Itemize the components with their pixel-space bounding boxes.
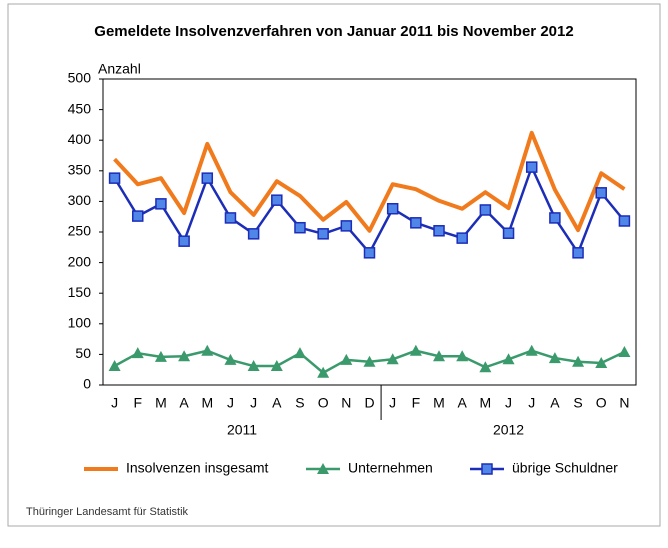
point bbox=[224, 212, 237, 224]
series-line bbox=[113, 130, 626, 233]
point bbox=[131, 347, 144, 359]
x-tick-label: A bbox=[179, 395, 189, 411]
point bbox=[271, 194, 283, 206]
x-tick-label: M bbox=[433, 395, 445, 411]
point bbox=[154, 350, 167, 362]
point bbox=[479, 361, 492, 373]
y-tick-label: 450 bbox=[68, 100, 92, 116]
point bbox=[433, 225, 445, 237]
x-tick-label: O bbox=[596, 395, 607, 411]
x-tick-label: S bbox=[295, 395, 304, 411]
x-tick-label: S bbox=[573, 395, 582, 411]
x-tick-label: J bbox=[111, 395, 118, 411]
point bbox=[525, 344, 538, 356]
point bbox=[247, 228, 260, 240]
x-tick-label: M bbox=[480, 395, 492, 411]
point bbox=[595, 356, 608, 368]
y-tick-label: 350 bbox=[68, 162, 92, 178]
x-tick-label: D bbox=[364, 395, 374, 411]
x-tick-label: M bbox=[155, 395, 167, 411]
x-tick-label: N bbox=[341, 395, 351, 411]
x-tick-label: A bbox=[458, 395, 468, 411]
legend-label: Insolvenzen insgesamt bbox=[126, 460, 269, 476]
y-tick-label: 100 bbox=[68, 315, 92, 331]
legend-marker bbox=[317, 463, 329, 474]
point bbox=[317, 366, 330, 378]
group-label: 2012 bbox=[493, 422, 524, 438]
legend-marker bbox=[481, 463, 493, 475]
point bbox=[363, 355, 376, 367]
point bbox=[386, 353, 399, 365]
point bbox=[386, 202, 399, 215]
point bbox=[618, 215, 631, 227]
point bbox=[247, 360, 260, 372]
point bbox=[456, 350, 469, 362]
x-tick-label: N bbox=[619, 395, 629, 411]
group-label: 2011 bbox=[227, 422, 257, 438]
x-tick-label: O bbox=[318, 395, 329, 411]
point bbox=[572, 247, 584, 259]
point bbox=[270, 360, 283, 372]
point bbox=[293, 347, 306, 359]
point bbox=[479, 204, 492, 216]
x-tick-label: F bbox=[133, 395, 142, 411]
point bbox=[410, 217, 422, 229]
point bbox=[132, 210, 144, 222]
point bbox=[549, 212, 561, 224]
y-tick-label: 400 bbox=[68, 131, 92, 147]
x-tick-label: F bbox=[412, 395, 421, 411]
series-line bbox=[113, 165, 626, 255]
x-tick-label: J bbox=[505, 395, 512, 411]
x-tick-label: J bbox=[528, 395, 535, 411]
source: Thüringer Landesamt für Statistik bbox=[26, 506, 189, 518]
point bbox=[525, 161, 538, 173]
legend-label: übrige Schuldner bbox=[512, 460, 618, 476]
point bbox=[294, 221, 306, 234]
point bbox=[155, 198, 167, 210]
point bbox=[201, 172, 214, 184]
frame bbox=[7, 3, 661, 527]
x-tick-label: A bbox=[550, 395, 560, 411]
x-tick-label: J bbox=[227, 395, 234, 411]
x-tick-label: J bbox=[250, 395, 257, 411]
legend-label: Unternehmen bbox=[348, 460, 433, 476]
point bbox=[502, 227, 515, 239]
point bbox=[108, 360, 121, 372]
point bbox=[178, 350, 191, 362]
point bbox=[572, 355, 585, 367]
y-tick-label: 0 bbox=[83, 376, 91, 392]
y-tick-label: 250 bbox=[68, 223, 92, 239]
y-tick-label: 200 bbox=[68, 253, 92, 269]
y-tick-label: 150 bbox=[68, 284, 92, 300]
point bbox=[409, 344, 422, 356]
point bbox=[618, 345, 631, 357]
chart-title: Gemeldete Insolvenzverfahren von Januar … bbox=[94, 23, 573, 40]
point bbox=[317, 228, 329, 240]
point bbox=[433, 350, 446, 362]
y-tick-label: 500 bbox=[68, 70, 92, 86]
point bbox=[456, 232, 468, 244]
x-tick-label: J bbox=[389, 395, 396, 411]
point bbox=[201, 344, 214, 356]
point bbox=[178, 235, 190, 247]
point bbox=[502, 353, 515, 365]
point bbox=[108, 172, 121, 184]
y-tick-label: 50 bbox=[75, 345, 91, 361]
y-axis-label: Anzahl bbox=[98, 61, 141, 77]
point bbox=[363, 247, 376, 259]
point bbox=[340, 220, 353, 232]
point bbox=[340, 353, 353, 365]
point bbox=[595, 187, 607, 199]
point bbox=[224, 353, 237, 365]
x-tick-label: A bbox=[272, 395, 282, 411]
y-tick-label: 300 bbox=[68, 192, 92, 208]
point bbox=[548, 352, 561, 364]
x-tick-label: M bbox=[201, 395, 213, 411]
